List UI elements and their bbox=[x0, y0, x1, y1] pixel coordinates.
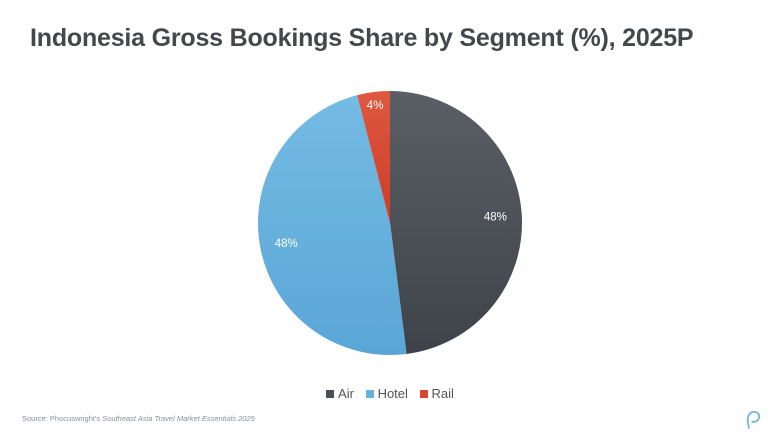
phocuswright-logo-icon bbox=[746, 411, 760, 429]
legend-swatch-air bbox=[326, 390, 335, 398]
source-note: Source: Phocuswright's Southeast Asia Tr… bbox=[22, 414, 255, 423]
data-label-hotel: 48% bbox=[275, 238, 298, 250]
legend: Air Hotel Rail bbox=[0, 386, 780, 401]
legend-label-hotel: Hotel bbox=[377, 386, 408, 401]
source-prefix: Source: Phocuswright's bbox=[22, 414, 103, 423]
data-label-air: 48% bbox=[484, 211, 507, 223]
chart-title: Indonesia Gross Bookings Share by Segmen… bbox=[30, 24, 694, 52]
pie-slice-air bbox=[390, 91, 523, 354]
pie-slice-rail bbox=[357, 91, 390, 223]
legend-swatch-rail bbox=[419, 390, 428, 398]
data-label-rail: 4% bbox=[367, 100, 384, 112]
legend-item-hotel[interactable]: Hotel bbox=[365, 386, 408, 401]
legend-label-air: Air bbox=[338, 386, 354, 401]
legend-item-rail[interactable]: Rail bbox=[419, 386, 454, 401]
legend-item-air[interactable]: Air bbox=[326, 386, 354, 401]
source-title: Southeast Asia Travel Market Essentials … bbox=[102, 414, 255, 423]
legend-label-rail: Rail bbox=[431, 386, 454, 401]
pie-slice-hotel bbox=[258, 95, 407, 355]
legend-swatch-hotel bbox=[365, 390, 374, 398]
